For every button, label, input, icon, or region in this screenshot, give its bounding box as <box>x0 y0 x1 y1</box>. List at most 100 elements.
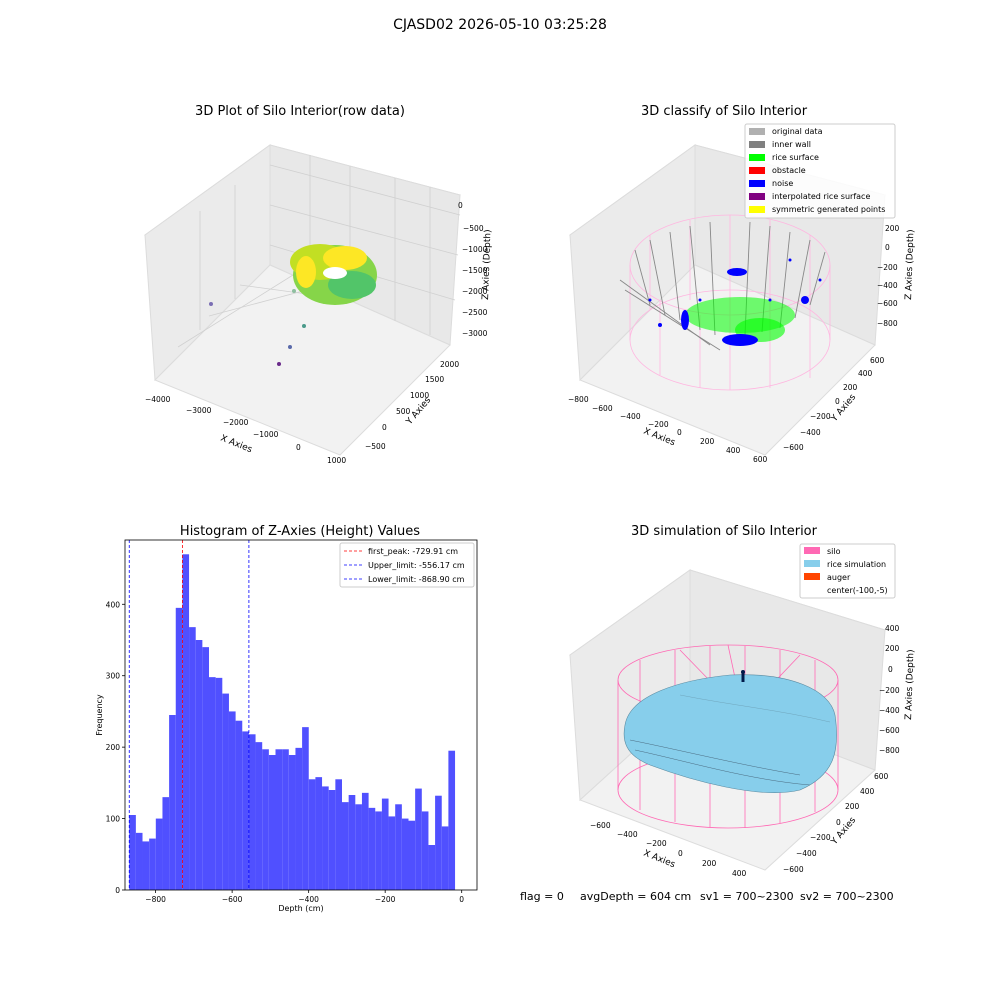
plot-frame <box>124 539 478 891</box>
x-tick-label: −200 <box>375 895 396 904</box>
classify-3d-plot: −800 −600 −400 −200 0 200 400 600 −600 −… <box>568 123 916 464</box>
histogram-bar <box>368 807 376 890</box>
histogram-bar <box>401 818 409 890</box>
x-tick: 0 <box>678 849 683 858</box>
y-axis-label: Y Axies <box>829 815 858 847</box>
histogram-bar <box>209 677 216 890</box>
histogram-bar <box>175 607 183 890</box>
histogram-bar <box>255 742 263 890</box>
z-tick: −600 <box>877 299 898 308</box>
z-tick: −500 <box>463 224 484 233</box>
histogram-bar <box>162 797 170 890</box>
y-tick: 0 <box>835 397 840 406</box>
histogram-bar <box>441 826 449 890</box>
z-axis-label: Z Axies (Depth) <box>904 649 916 720</box>
histogram-legend: first_peak: -729.91 cm Upper_limit: -556… <box>339 542 475 588</box>
x-axis-label: X Axies <box>219 434 254 456</box>
z-tick: 0 <box>458 201 463 210</box>
x-tick: 1000 <box>327 456 346 465</box>
histogram-bar <box>129 815 136 890</box>
histogram-bars <box>129 554 456 890</box>
panel2-title: 3D classify of Silo Interior <box>640 104 808 119</box>
y-tick: 200 <box>845 802 860 811</box>
x-tick: −800 <box>568 395 589 404</box>
raw-3d-plot: −4000 −3000 −2000 −1000 0 1000 −500 0 50… <box>143 144 493 465</box>
legend-swatch <box>804 547 820 554</box>
y-tick: 400 <box>858 369 873 378</box>
x-tick: −600 <box>592 404 613 413</box>
legend-swatch <box>804 573 820 580</box>
z-tick: −2000 <box>462 287 488 296</box>
legend-label: symmetric generated points <box>772 205 885 214</box>
x-axis-label: X Axies <box>642 849 677 871</box>
histogram-bar <box>135 832 143 890</box>
x-tick: −1000 <box>253 430 279 439</box>
x-tick: −400 <box>617 830 638 839</box>
y-tick: 0 <box>382 423 387 432</box>
simulation-legend: silo rice simulation auger center(-100,-… <box>799 543 896 599</box>
z-tick: −600 <box>879 726 900 735</box>
z-tick: −200 <box>877 263 898 272</box>
legend-label: original data <box>772 127 823 136</box>
histogram-bar <box>242 731 249 890</box>
histogram-bar <box>415 788 422 890</box>
histogram-bar <box>189 627 196 890</box>
y-tick: −400 <box>796 849 817 858</box>
histogram-bar <box>328 790 336 890</box>
y-tick: 600 <box>874 772 889 781</box>
x-tick: −600 <box>590 821 611 830</box>
y-ticks: 0 100 200 300 400 <box>106 600 125 895</box>
y-tick: −600 <box>783 865 804 874</box>
y-tick: −600 <box>783 443 804 452</box>
panel1-title: 3D Plot of Silo Interior(row data) <box>195 104 405 119</box>
legend-label: rice surface <box>772 153 819 162</box>
y-tick: 1500 <box>425 375 444 384</box>
y-tick: −500 <box>365 442 386 451</box>
y-tick: −200 <box>810 833 831 842</box>
legend-swatch <box>749 154 765 161</box>
histogram-bar <box>288 755 296 890</box>
legend-label: rice simulation <box>827 560 886 569</box>
y-tick: 500 <box>396 407 411 416</box>
legend-label: inner wall <box>772 140 811 149</box>
x-axis-label: X Axies <box>642 427 677 449</box>
histogram-bar <box>428 845 436 890</box>
x-tick: −400 <box>620 412 641 421</box>
legend-swatch <box>749 167 765 174</box>
x-tick: 200 <box>700 437 715 446</box>
histogram-bar <box>342 802 349 890</box>
histogram-bar <box>421 811 429 890</box>
x-tick: 200 <box>702 859 717 868</box>
y-tick: 1000 <box>410 391 429 400</box>
scatter-point <box>302 324 306 328</box>
x-tick: −3000 <box>186 406 212 415</box>
status-flag: flag = 0 <box>520 890 564 903</box>
y-tick: −400 <box>800 428 821 437</box>
histogram-bar <box>448 750 456 890</box>
z-tick: 0 <box>885 243 890 252</box>
legend-label: center(-100,-5) <box>827 586 888 595</box>
scatter-point <box>292 289 296 293</box>
z-tick: 200 <box>885 224 900 233</box>
legend-label: interpolated rice surface <box>772 192 870 201</box>
z-tick: −1000 <box>462 245 488 254</box>
histogram-bar <box>262 749 269 890</box>
depth-histogram: −800 −600 −400 −200 0 0 100 200 300 400 Depth (c… <box>95 539 478 913</box>
legend-swatch <box>749 141 765 148</box>
x-tick-label: 0 <box>459 895 464 904</box>
z-tick: −800 <box>879 746 900 755</box>
z-tick: −3000 <box>462 329 488 338</box>
x-tick: 400 <box>726 446 741 455</box>
histogram-bar <box>248 734 256 890</box>
legend-label: noise <box>772 179 793 188</box>
z-tick: −1500 <box>462 266 488 275</box>
x-tick-label: −400 <box>298 895 319 904</box>
scatter-point <box>288 345 292 349</box>
status-avg-depth: avgDepth = 604 cm <box>580 890 692 903</box>
legend-swatch <box>749 206 765 213</box>
histogram-bar <box>302 727 309 890</box>
histogram-bar <box>268 755 276 890</box>
x-tick: −2000 <box>223 418 249 427</box>
auger-marker <box>741 670 745 682</box>
z-tick: −400 <box>877 281 898 290</box>
